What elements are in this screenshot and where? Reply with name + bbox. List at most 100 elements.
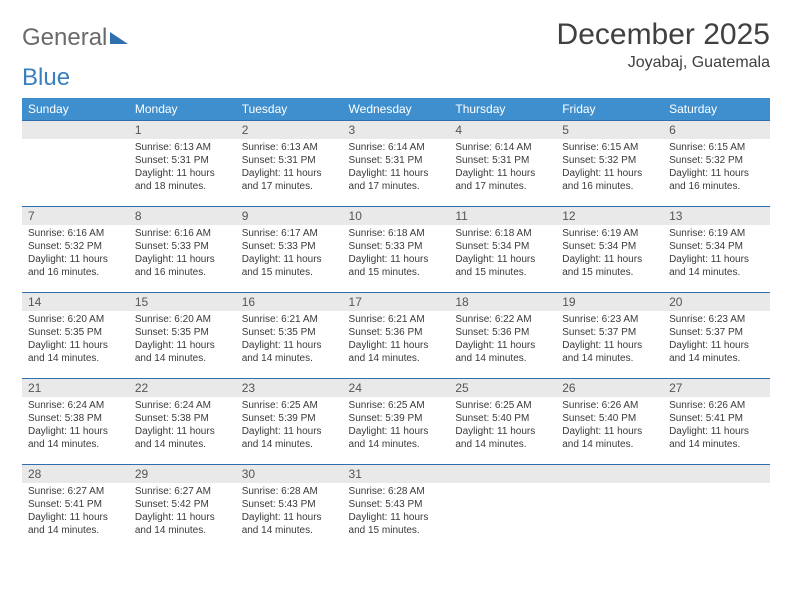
calendar-cell: 1Sunrise: 6:13 AMSunset: 5:31 PMDaylight… [129,121,236,207]
day-details: Sunrise: 6:16 AMSunset: 5:32 PMDaylight:… [22,225,129,283]
calendar-cell: 28Sunrise: 6:27 AMSunset: 5:41 PMDayligh… [22,465,129,551]
day-number: 12 [556,207,663,225]
day-number: 13 [663,207,770,225]
day-details: Sunrise: 6:25 AMSunset: 5:40 PMDaylight:… [449,397,556,455]
day-details: Sunrise: 6:26 AMSunset: 5:40 PMDaylight:… [556,397,663,455]
day-number-empty [449,465,556,483]
day-details: Sunrise: 6:18 AMSunset: 5:34 PMDaylight:… [449,225,556,283]
day-details: Sunrise: 6:20 AMSunset: 5:35 PMDaylight:… [22,311,129,369]
calendar-cell: 25Sunrise: 6:25 AMSunset: 5:40 PMDayligh… [449,379,556,465]
day-details: Sunrise: 6:27 AMSunset: 5:42 PMDaylight:… [129,483,236,541]
calendar-cell: 2Sunrise: 6:13 AMSunset: 5:31 PMDaylight… [236,121,343,207]
day-number: 5 [556,121,663,139]
calendar-cell: 10Sunrise: 6:18 AMSunset: 5:33 PMDayligh… [343,207,450,293]
day-details: Sunrise: 6:14 AMSunset: 5:31 PMDaylight:… [343,139,450,197]
day-number: 20 [663,293,770,311]
calendar-cell: 7Sunrise: 6:16 AMSunset: 5:32 PMDaylight… [22,207,129,293]
calendar-row: 28Sunrise: 6:27 AMSunset: 5:41 PMDayligh… [22,465,770,551]
calendar-cell: 21Sunrise: 6:24 AMSunset: 5:38 PMDayligh… [22,379,129,465]
day-details: Sunrise: 6:22 AMSunset: 5:36 PMDaylight:… [449,311,556,369]
page-title: December 2025 [557,18,770,52]
day-number-empty [663,465,770,483]
calendar-cell: 13Sunrise: 6:19 AMSunset: 5:34 PMDayligh… [663,207,770,293]
logo-word1: General [22,24,107,52]
day-details: Sunrise: 6:13 AMSunset: 5:31 PMDaylight:… [129,139,236,197]
calendar-body: 1Sunrise: 6:13 AMSunset: 5:31 PMDaylight… [22,121,770,551]
day-number: 21 [22,379,129,397]
calendar-cell: 26Sunrise: 6:26 AMSunset: 5:40 PMDayligh… [556,379,663,465]
day-details: Sunrise: 6:23 AMSunset: 5:37 PMDaylight:… [556,311,663,369]
day-number: 3 [343,121,450,139]
day-details: Sunrise: 6:23 AMSunset: 5:37 PMDaylight:… [663,311,770,369]
day-number: 28 [22,465,129,483]
day-details: Sunrise: 6:15 AMSunset: 5:32 PMDaylight:… [663,139,770,197]
day-details: Sunrise: 6:21 AMSunset: 5:36 PMDaylight:… [343,311,450,369]
day-details: Sunrise: 6:28 AMSunset: 5:43 PMDaylight:… [343,483,450,541]
calendar-cell: 20Sunrise: 6:23 AMSunset: 5:37 PMDayligh… [663,293,770,379]
day-details: Sunrise: 6:17 AMSunset: 5:33 PMDaylight:… [236,225,343,283]
calendar-cell: 12Sunrise: 6:19 AMSunset: 5:34 PMDayligh… [556,207,663,293]
day-number: 24 [343,379,450,397]
day-number-empty [22,121,129,139]
day-number: 17 [343,293,450,311]
calendar-cell: 31Sunrise: 6:28 AMSunset: 5:43 PMDayligh… [343,465,450,551]
logo-mark-icon [110,32,128,44]
day-details: Sunrise: 6:16 AMSunset: 5:33 PMDaylight:… [129,225,236,283]
weekday-header: Friday [556,98,663,121]
weekday-header: Wednesday [343,98,450,121]
calendar-cell: 18Sunrise: 6:22 AMSunset: 5:36 PMDayligh… [449,293,556,379]
calendar-cell: 22Sunrise: 6:24 AMSunset: 5:38 PMDayligh… [129,379,236,465]
calendar-cell [449,465,556,551]
day-number: 7 [22,207,129,225]
calendar-cell [22,121,129,207]
calendar-cell: 16Sunrise: 6:21 AMSunset: 5:35 PMDayligh… [236,293,343,379]
weekday-header: Tuesday [236,98,343,121]
calendar-cell: 6Sunrise: 6:15 AMSunset: 5:32 PMDaylight… [663,121,770,207]
calendar-cell [556,465,663,551]
day-number: 30 [236,465,343,483]
calendar-table: SundayMondayTuesdayWednesdayThursdayFrid… [22,98,770,551]
day-number: 19 [556,293,663,311]
day-details: Sunrise: 6:20 AMSunset: 5:35 PMDaylight:… [129,311,236,369]
day-number: 25 [449,379,556,397]
calendar-cell: 5Sunrise: 6:15 AMSunset: 5:32 PMDaylight… [556,121,663,207]
day-number: 16 [236,293,343,311]
day-number-empty [556,465,663,483]
calendar-cell: 14Sunrise: 6:20 AMSunset: 5:35 PMDayligh… [22,293,129,379]
logo: General [22,18,128,52]
day-number: 15 [129,293,236,311]
weekday-header: Thursday [449,98,556,121]
day-details: Sunrise: 6:28 AMSunset: 5:43 PMDaylight:… [236,483,343,541]
day-details: Sunrise: 6:13 AMSunset: 5:31 PMDaylight:… [236,139,343,197]
day-number: 2 [236,121,343,139]
calendar-cell: 8Sunrise: 6:16 AMSunset: 5:33 PMDaylight… [129,207,236,293]
weekday-header: Sunday [22,98,129,121]
day-number: 6 [663,121,770,139]
day-details: Sunrise: 6:21 AMSunset: 5:35 PMDaylight:… [236,311,343,369]
calendar-cell [663,465,770,551]
calendar-cell: 3Sunrise: 6:14 AMSunset: 5:31 PMDaylight… [343,121,450,207]
calendar-cell: 15Sunrise: 6:20 AMSunset: 5:35 PMDayligh… [129,293,236,379]
day-number: 4 [449,121,556,139]
day-number: 9 [236,207,343,225]
day-details: Sunrise: 6:25 AMSunset: 5:39 PMDaylight:… [343,397,450,455]
calendar-cell: 27Sunrise: 6:26 AMSunset: 5:41 PMDayligh… [663,379,770,465]
calendar-row: 1Sunrise: 6:13 AMSunset: 5:31 PMDaylight… [22,121,770,207]
day-number: 11 [449,207,556,225]
calendar-cell: 29Sunrise: 6:27 AMSunset: 5:42 PMDayligh… [129,465,236,551]
calendar-cell: 9Sunrise: 6:17 AMSunset: 5:33 PMDaylight… [236,207,343,293]
calendar-cell: 30Sunrise: 6:28 AMSunset: 5:43 PMDayligh… [236,465,343,551]
day-details: Sunrise: 6:18 AMSunset: 5:33 PMDaylight:… [343,225,450,283]
day-number: 1 [129,121,236,139]
day-details: Sunrise: 6:26 AMSunset: 5:41 PMDaylight:… [663,397,770,455]
day-number: 14 [22,293,129,311]
day-number: 26 [556,379,663,397]
calendar-cell: 23Sunrise: 6:25 AMSunset: 5:39 PMDayligh… [236,379,343,465]
calendar-cell: 11Sunrise: 6:18 AMSunset: 5:34 PMDayligh… [449,207,556,293]
day-details: Sunrise: 6:25 AMSunset: 5:39 PMDaylight:… [236,397,343,455]
logo-word2: Blue [22,64,770,92]
day-number: 18 [449,293,556,311]
day-number: 22 [129,379,236,397]
day-number: 31 [343,465,450,483]
day-details: Sunrise: 6:27 AMSunset: 5:41 PMDaylight:… [22,483,129,541]
